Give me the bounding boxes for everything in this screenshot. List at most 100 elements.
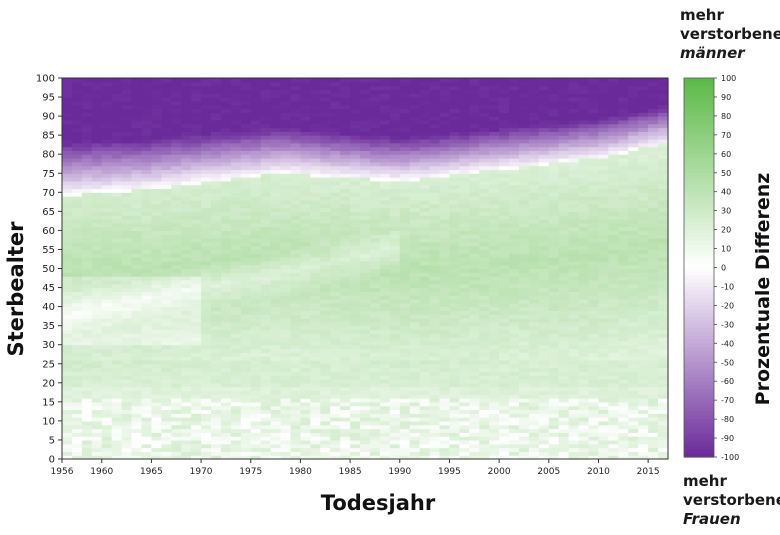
heatmap-cell <box>399 104 411 110</box>
heatmap-cell <box>548 253 560 258</box>
heatmap-cell <box>141 138 153 144</box>
heatmap-cell <box>439 417 451 422</box>
heatmap-cell <box>290 253 302 258</box>
heatmap-cell <box>220 97 232 102</box>
heatmap-cell <box>290 184 302 190</box>
heatmap-cell <box>499 93 510 98</box>
heatmap-cell <box>71 245 83 251</box>
heatmap-cell <box>62 333 73 338</box>
heatmap-cell <box>141 264 153 270</box>
heatmap-cell <box>528 310 540 315</box>
heatmap-cell <box>91 264 103 270</box>
heatmap-cell <box>201 222 212 228</box>
heatmap-cell <box>389 375 401 380</box>
heatmap-cell <box>250 378 262 384</box>
heatmap-cell <box>330 222 341 228</box>
heatmap-cell <box>161 180 172 186</box>
heatmap-cell <box>360 104 371 110</box>
heatmap-cell <box>528 100 540 106</box>
heatmap-cell <box>320 394 331 399</box>
heatmap-cell <box>449 207 460 212</box>
heatmap-cell <box>389 260 401 266</box>
heatmap-cell <box>489 337 500 342</box>
heatmap-cell <box>449 184 460 190</box>
heatmap-cell <box>548 432 560 437</box>
heatmap-cell <box>240 249 252 254</box>
heatmap-cell <box>270 428 282 433</box>
heatmap-cell <box>469 401 480 407</box>
heatmap-cell <box>270 226 282 231</box>
heatmap-cell <box>151 222 162 228</box>
heatmap-cell <box>62 287 73 292</box>
heatmap-cell <box>171 272 182 277</box>
heatmap-cell <box>91 234 103 239</box>
heatmap-cell <box>131 150 143 155</box>
heatmap-cell <box>191 291 202 296</box>
heatmap-cell <box>389 436 401 441</box>
heatmap-cell <box>429 142 441 148</box>
heatmap-cell <box>499 443 510 449</box>
heatmap-cell <box>389 321 401 327</box>
heatmap-cell <box>439 272 451 277</box>
heatmap-cell <box>131 257 143 262</box>
heatmap-cell <box>340 207 351 212</box>
heatmap-cell <box>479 158 490 163</box>
heatmap-cell <box>389 127 401 132</box>
heatmap-cell <box>131 272 143 277</box>
heatmap-cell <box>330 238 341 243</box>
heatmap-cell <box>91 165 103 171</box>
heatmap-cell <box>300 226 311 231</box>
heatmap-cell <box>62 371 73 376</box>
heatmap-cell <box>429 150 441 155</box>
heatmap-cell <box>360 184 371 190</box>
heatmap-cell <box>62 173 73 178</box>
heatmap-cell <box>449 93 460 98</box>
heatmap-cell <box>280 119 292 125</box>
heatmap-cell <box>280 112 292 117</box>
heatmap-cell <box>350 142 361 148</box>
heatmap-cell <box>151 142 162 148</box>
heatmap-cell <box>300 348 311 353</box>
heatmap-cell <box>280 180 292 186</box>
heatmap-cell <box>449 169 460 174</box>
heatmap-cell <box>171 188 182 193</box>
heatmap-cell <box>330 272 341 277</box>
heatmap-cell <box>369 119 381 125</box>
heatmap-cell <box>71 154 83 159</box>
heatmap-cell <box>191 359 202 365</box>
heatmap-cell <box>280 230 292 235</box>
heatmap-cell <box>62 401 73 407</box>
heatmap-cell <box>509 401 520 407</box>
heatmap-cell <box>489 291 500 296</box>
heatmap-cell <box>528 207 540 212</box>
heatmap-cell <box>429 222 441 228</box>
heatmap-cell <box>131 287 143 292</box>
heatmap-cell <box>151 177 162 182</box>
heatmap-cell <box>280 439 292 445</box>
heatmap-cell <box>230 93 242 98</box>
heatmap-cell <box>220 199 232 205</box>
heatmap-cell <box>240 340 252 346</box>
heatmap-cell <box>479 100 490 106</box>
heatmap-cell <box>230 203 242 209</box>
heatmap-cell <box>81 382 93 388</box>
heatmap-cell <box>91 180 103 186</box>
heatmap-cell <box>449 295 460 300</box>
heatmap-cell <box>310 283 321 289</box>
heatmap-cell <box>141 455 153 460</box>
heatmap-cell <box>191 180 202 186</box>
heatmap-cell <box>260 161 272 167</box>
heatmap-cell <box>111 97 123 102</box>
heatmap-cell <box>479 131 490 136</box>
heatmap-cell <box>479 272 490 277</box>
heatmap-cell <box>91 123 103 129</box>
heatmap-cell <box>459 443 470 449</box>
heatmap-cell <box>479 279 490 285</box>
heatmap-cell <box>389 104 401 110</box>
heatmap-cell <box>250 291 262 296</box>
heatmap-cell <box>509 161 520 167</box>
heatmap-cell <box>330 85 341 91</box>
heatmap-cell <box>191 306 202 312</box>
heatmap-cell <box>300 428 311 433</box>
heatmap-cell <box>280 89 292 94</box>
